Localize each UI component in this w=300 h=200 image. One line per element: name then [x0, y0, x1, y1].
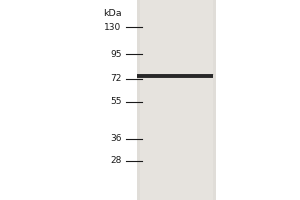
Text: kDa: kDa: [103, 9, 122, 18]
Bar: [140, 0, 213, 200]
Text: 36: 36: [110, 134, 122, 143]
Text: 72: 72: [110, 74, 122, 83]
Text: 130: 130: [104, 23, 122, 32]
Bar: [136, 0, 216, 200]
Text: 55: 55: [110, 97, 122, 106]
Text: 95: 95: [110, 50, 122, 59]
Text: 28: 28: [110, 156, 122, 165]
